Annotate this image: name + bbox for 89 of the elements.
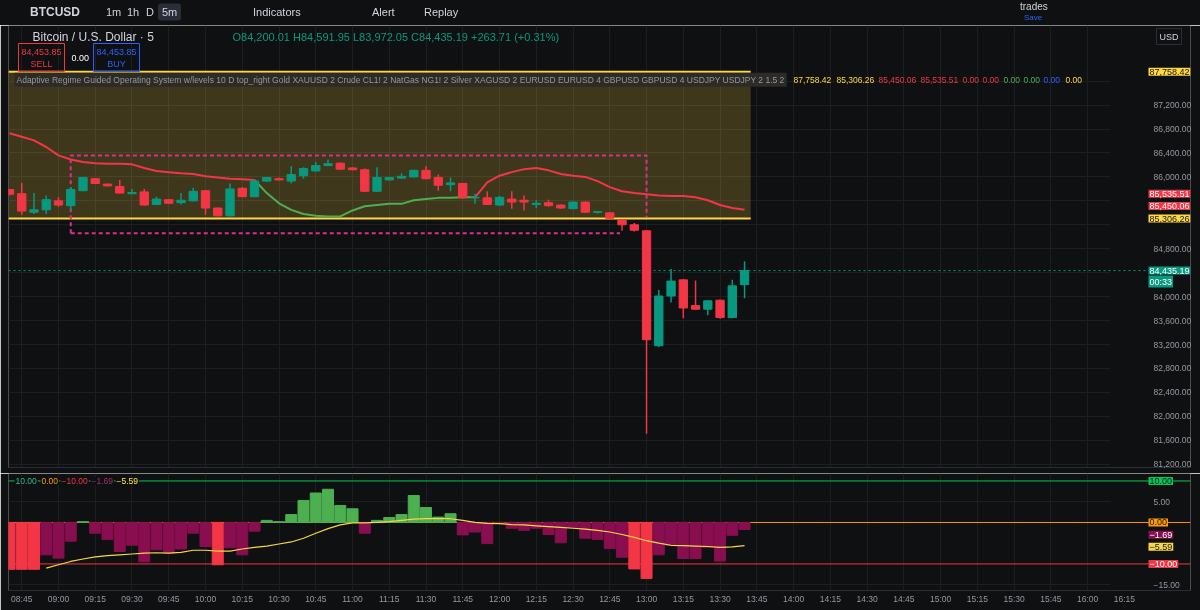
y-tick-label: 87,200.00 xyxy=(1153,100,1192,111)
annotation: 85,450.06 xyxy=(878,74,917,85)
y-tick-label: 86,000.00 xyxy=(1153,171,1192,182)
text: 5m xyxy=(158,3,182,21)
text: 1m xyxy=(106,5,122,18)
annotation: −5.59 xyxy=(116,476,139,487)
ref-line-label: −10.00 xyxy=(1149,558,1178,569)
x-tick-label: 12:45 xyxy=(599,593,621,604)
x-tick-label: 11:00 xyxy=(342,593,364,604)
y-tick-label: 84,800.00 xyxy=(1153,243,1192,254)
annotation: −1.69 xyxy=(1149,529,1173,540)
ref-line-label: 0.00 xyxy=(1149,517,1168,528)
x-tick-label: 09:00 xyxy=(47,593,70,604)
y-tick-label: 83,600.00 xyxy=(1153,315,1192,326)
x-tick-label: 10:45 xyxy=(305,593,327,604)
x-tick-label: 13:45 xyxy=(746,593,768,604)
y-tick-label: 84,000.00 xyxy=(1153,291,1192,302)
annotation: −5.59 xyxy=(1149,541,1173,552)
x-tick-label: 12:15 xyxy=(525,593,548,604)
annotation: 85,306.26 xyxy=(1149,213,1190,224)
x-tick-label: 10:15 xyxy=(231,593,254,604)
x-tick-label: 16:15 xyxy=(1113,593,1136,604)
annotation: 0.00 xyxy=(71,52,90,63)
x-tick-label: 08:45 xyxy=(11,593,33,604)
x-tick-label: 09:45 xyxy=(158,593,180,604)
annotation: 85,535.51 xyxy=(920,74,959,85)
annotation: 10.00 xyxy=(15,476,38,487)
y-tick-label: 82,000.00 xyxy=(1153,411,1192,422)
y-tick-label: 86,800.00 xyxy=(1153,124,1192,135)
annotation: −10.00 xyxy=(61,476,89,487)
text: Save xyxy=(1024,13,1043,22)
chart-subtitle: O84,200.01 H84,591.95 L83,972.05 C84,435.19 +263.71 (+0.31%) xyxy=(232,30,560,43)
chart-title: Bitcoin / U.S. Dollar · 5 xyxy=(32,29,155,44)
annotation: 0.00 xyxy=(1043,74,1061,85)
y-tick-label: 83,200.00 xyxy=(1153,339,1192,350)
x-tick-label: 15:00 xyxy=(929,593,952,604)
y-tick-label: 86,400.00 xyxy=(1153,147,1192,158)
x-tick-label: 11:45 xyxy=(452,593,474,604)
x-tick-label: 15:45 xyxy=(1040,593,1062,604)
x-tick-label: 15:15 xyxy=(966,593,989,604)
annotation: 87,758.42 xyxy=(793,74,832,85)
x-tick-label: 14:15 xyxy=(819,593,842,604)
text: Replay xyxy=(424,5,459,18)
annotation: 87,758.42 xyxy=(1149,66,1190,77)
y-axis-title: USD xyxy=(1159,31,1179,42)
x-tick-label: 13:30 xyxy=(709,593,731,604)
x-tick-label: 09:15 xyxy=(84,593,107,604)
x-tick-label: 12:30 xyxy=(562,593,584,604)
x-tick-label: 16:00 xyxy=(1076,593,1099,604)
x-tick-label: 13:15 xyxy=(672,593,695,604)
text: trades xyxy=(1020,1,1048,12)
ref-line-label: 10.00 xyxy=(1149,475,1173,486)
x-tick-label: 10:30 xyxy=(268,593,290,604)
y-tick-label: −15.00 xyxy=(1153,579,1181,590)
annotation: 0.00 xyxy=(1065,74,1083,85)
annotation: 84,453.85 BUY xyxy=(96,46,137,69)
annotation: 0.00 xyxy=(1003,74,1021,85)
text: D xyxy=(146,5,154,18)
annotation: 85,306.26 xyxy=(836,74,875,85)
y-tick-label: 5.00 xyxy=(1153,496,1171,507)
y-tick-label: 82,800.00 xyxy=(1153,363,1192,374)
x-tick-label: 13:00 xyxy=(635,593,658,604)
annotation: −1.69 xyxy=(91,476,114,487)
text: BTCUSD xyxy=(30,5,80,19)
x-tick-label: 14:30 xyxy=(856,593,878,604)
text: Alert xyxy=(372,5,395,18)
annotation: 0.00 xyxy=(1023,74,1041,85)
ref-line-label: 84,435.19 xyxy=(1149,265,1190,276)
annotation: 85,450.06 xyxy=(1149,201,1190,212)
annotation: 84,453.85 SELL xyxy=(21,46,62,69)
annotation: 0.00 xyxy=(962,74,980,85)
x-tick-label: 10:00 xyxy=(194,593,217,604)
annotation: 00:33 xyxy=(1149,276,1173,287)
x-tick-label: 14:45 xyxy=(893,593,915,604)
annotation: 0.00 xyxy=(41,476,59,487)
y-tick-label: 81,200.00 xyxy=(1153,459,1192,470)
band-label: Adaptive Regime Guided Operating System w/levels 10 D top_right Gold XAUUSD 2 Crude CL1! 2 NatGas NG1! 2 Silver XAGUSD 2 EURUSD EURUSD 4 GBPUSD GBPUSD 4 USDJPY USDJPY 2 1.5 2 xyxy=(16,74,785,85)
x-tick-label: 11:15 xyxy=(378,593,400,604)
x-tick-label: 09:30 xyxy=(121,593,143,604)
annotation: 85,535.51 xyxy=(1149,188,1190,199)
annotation: 0.00 xyxy=(982,74,1000,85)
text: 1h xyxy=(127,5,140,18)
x-tick-label: 15:30 xyxy=(1003,593,1025,604)
y-tick-label: 81,600.00 xyxy=(1153,435,1192,446)
y-tick-label: 82,400.00 xyxy=(1153,387,1192,398)
x-tick-label: 12:00 xyxy=(488,593,511,604)
x-tick-label: 11:30 xyxy=(415,593,437,604)
x-tick-label: 14:00 xyxy=(782,593,805,604)
text: Indicators xyxy=(253,5,301,18)
